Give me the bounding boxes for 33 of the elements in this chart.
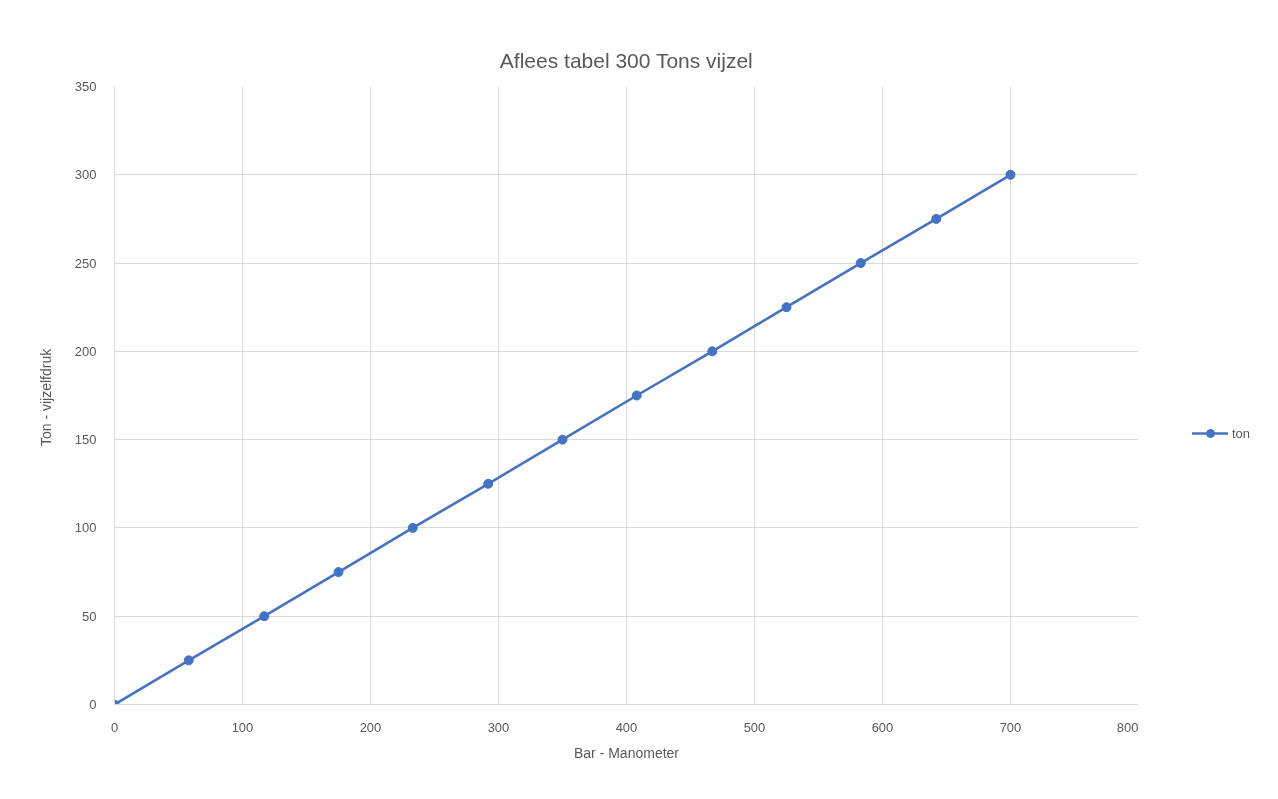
point	[707, 346, 718, 357]
y-tick-label: 300	[74, 167, 97, 183]
y-tick-label: 150	[74, 432, 97, 448]
x-tick-label: 200	[359, 719, 382, 735]
x-axis-title: Bar - Manometer	[573, 744, 680, 761]
y-axis-title: Ton - vijzelfdruk	[37, 347, 54, 447]
x-tick-label: 0	[110, 719, 119, 735]
x-tick-label: 700	[999, 719, 1022, 735]
point	[855, 258, 866, 269]
point	[333, 567, 344, 578]
point	[781, 302, 792, 313]
x-tick-label: 800	[1116, 719, 1139, 735]
y-tick-label: 50	[82, 608, 97, 624]
legend-label: ton	[1232, 425, 1252, 441]
point	[483, 478, 494, 489]
point	[183, 655, 194, 666]
x-tick-label: 600	[871, 719, 894, 735]
point	[557, 434, 568, 445]
point	[931, 213, 942, 224]
y-tick-label: 100	[74, 520, 97, 536]
x-tick-label: 100	[231, 719, 254, 735]
point	[1005, 169, 1016, 180]
point	[631, 390, 642, 401]
y-tick-label: 250	[74, 255, 97, 271]
chart-title: Aflees tabel 300 Tons vijzel	[499, 48, 753, 72]
point	[407, 522, 418, 533]
y-tick-label: 200	[74, 343, 97, 359]
x-tick-label: 300	[487, 719, 510, 735]
y-tick-label: 0	[89, 697, 97, 712]
point	[259, 611, 270, 622]
y-tick-label: 350	[74, 79, 97, 94]
x-tick-label: 500	[743, 719, 766, 735]
x-tick-label: 400	[615, 719, 638, 735]
